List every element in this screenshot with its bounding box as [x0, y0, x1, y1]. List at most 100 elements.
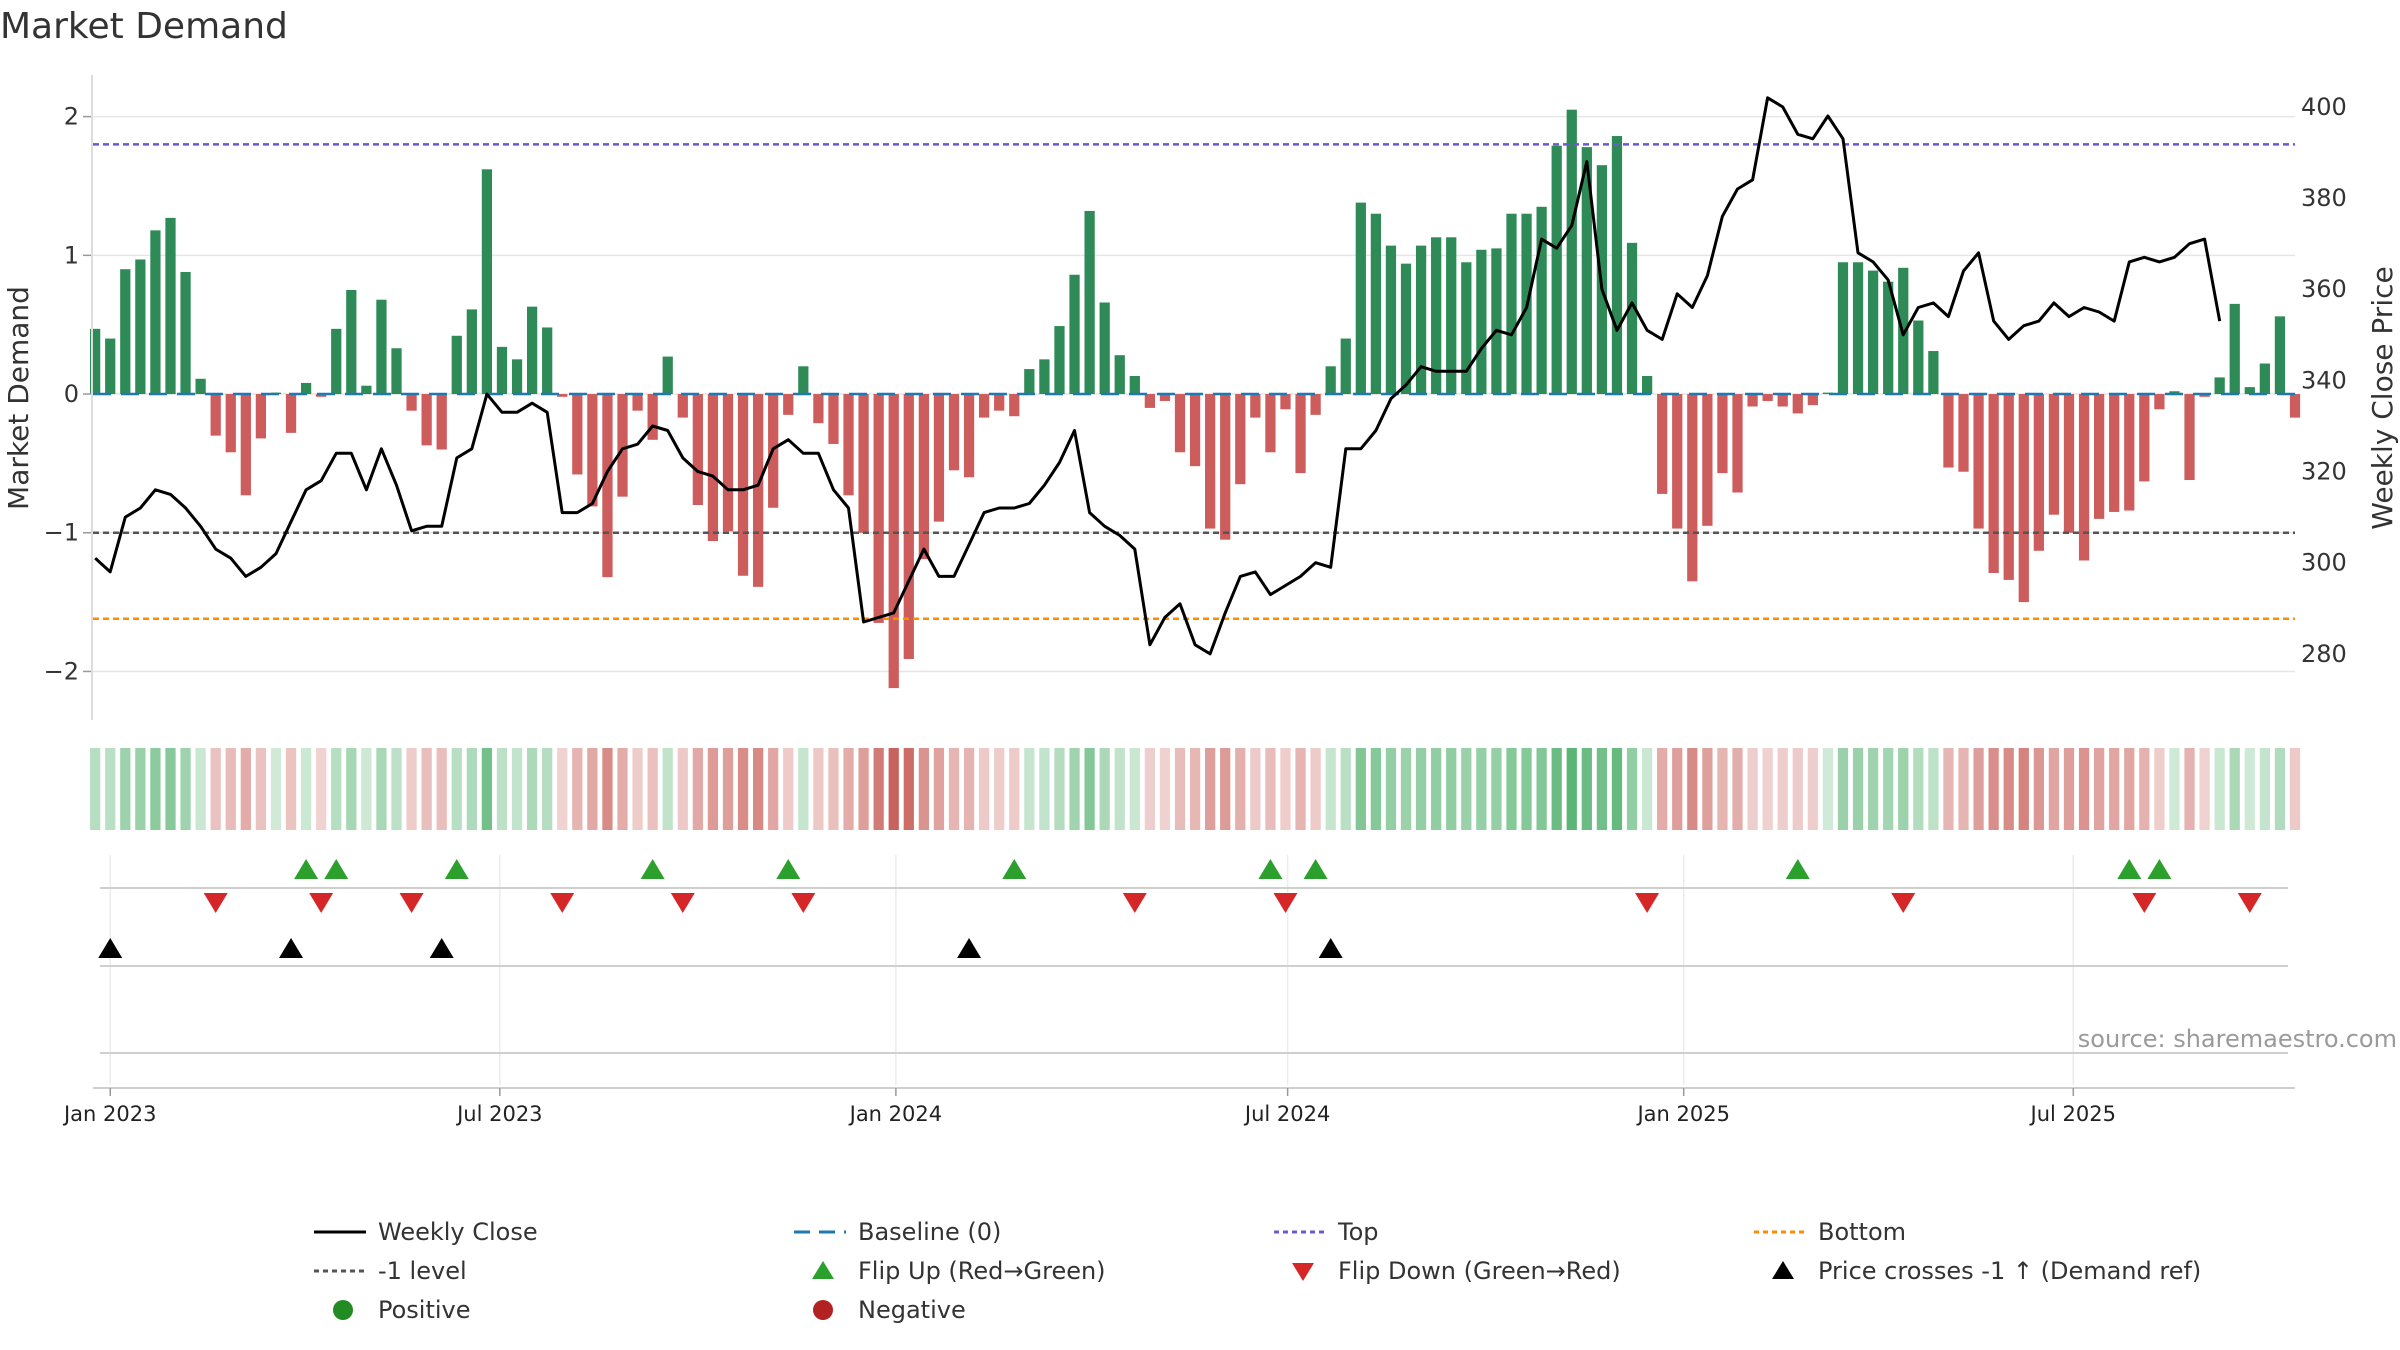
flip-up-marker: [640, 859, 665, 879]
heat-strip-cell: [1009, 748, 1020, 830]
demand-bar: [1340, 338, 1351, 395]
heat-strip-cell: [1461, 748, 1472, 830]
demand-bar: [662, 356, 673, 395]
demand-bar: [1280, 394, 1291, 410]
y-axis-title: Market Demand: [2, 286, 35, 510]
heat-strip-cell: [210, 748, 221, 830]
demand-bar: [361, 385, 372, 395]
heat-strip-cell: [195, 748, 206, 830]
signal-markers: [98, 859, 2262, 958]
demand-bar: [1220, 394, 1231, 540]
y-tick-label: 2: [64, 103, 79, 131]
legend-swatch-weekly-close: [314, 1230, 366, 1234]
heat-strip-cell: [1551, 748, 1562, 830]
heat-strip-cell: [1310, 748, 1321, 830]
y-tick-label: −2: [44, 657, 79, 685]
flip-down-marker: [2132, 893, 2157, 913]
heat-strip-cell: [135, 748, 146, 830]
heat-strip-cell: [391, 748, 402, 830]
heat-strip-cell: [1084, 748, 1095, 830]
source-label: source: sharemaestro.com: [2078, 1025, 2397, 1053]
demand-bar: [707, 394, 719, 542]
heat-strip-cell: [918, 748, 929, 830]
demand-bar: [1114, 355, 1125, 395]
demand-bar: [858, 394, 869, 533]
flip-down-marker: [203, 893, 228, 913]
heat-strip-cell: [1747, 748, 1758, 830]
demand-heat-strip: [90, 748, 2301, 830]
weekly-close-line: [94, 96, 2222, 656]
heat-strip-cell: [752, 748, 764, 830]
heat-strip-cell: [1355, 748, 1366, 830]
heat-strip-cell: [858, 748, 869, 830]
demand-bar: [677, 394, 688, 418]
heat-strip-cell: [451, 748, 462, 830]
demand-bar: [2274, 316, 2286, 395]
heat-strip-cell: [707, 748, 719, 830]
demand-bar: [2139, 394, 2150, 482]
heat-strip-cell: [587, 748, 598, 830]
demand-bar: [496, 346, 508, 395]
weekly-close-series: [94, 96, 2222, 656]
demand-bar: [1461, 262, 1472, 395]
demand-bar: [240, 394, 251, 496]
demand-bar: [1883, 281, 1894, 395]
heat-strip-cell: [2139, 748, 2150, 830]
demand-bar: [1867, 270, 1879, 395]
demand-bar: [632, 394, 643, 411]
flip-up-marker: [1258, 859, 1283, 879]
legend-label: Bottom: [1818, 1218, 1907, 1246]
legend-label: -1 level: [378, 1257, 467, 1285]
legend-label: Top: [1338, 1218, 1379, 1246]
y2-tick-label: 300: [2301, 549, 2347, 577]
heat-strip-cell: [1506, 748, 1517, 830]
legend-swatch-bottom: [1754, 1230, 1806, 1234]
legend-label: Baseline (0): [858, 1218, 1002, 1246]
heat-strip-cell: [225, 748, 236, 830]
heat-strip-cell: [1189, 748, 1201, 830]
demand-bar: [1611, 136, 1623, 395]
flip-down-marker: [550, 893, 575, 913]
y2-tick-label: 280: [2301, 640, 2347, 668]
heat-strip-cell: [1129, 748, 1140, 830]
demand-bar: [557, 394, 568, 397]
heat-strip-cell: [1867, 748, 1879, 830]
heat-strip-cell: [2259, 748, 2270, 830]
heat-strip-cell: [105, 748, 116, 830]
price-cross-marker: [429, 938, 454, 958]
heat-strip-cell: [120, 748, 131, 830]
legend-item-price-cross: Price crosses -1 ↑ (Demand ref): [1740, 1253, 2201, 1289]
y2-tick-label: 400: [2301, 93, 2347, 121]
x-tick-label: Jan 2023: [62, 1102, 157, 1126]
heat-strip-cell: [1973, 748, 1984, 830]
legend-label: Price crosses -1 ↑ (Demand ref): [1818, 1257, 2202, 1285]
x-tick-label: Jul 2024: [1243, 1102, 1330, 1126]
flip-up-marker: [2117, 859, 2142, 879]
heat-strip-cell: [2274, 748, 2286, 830]
demand-bar: [994, 394, 1005, 411]
demand-bar: [948, 394, 960, 471]
legend-item-top: Top: [1260, 1214, 1379, 1250]
demand-bar: [1235, 394, 1246, 485]
heat-strip-cell: [1174, 748, 1186, 830]
demand-bar: [210, 394, 221, 436]
legend-item-flip-down: Flip Down (Green→Red): [1260, 1253, 1621, 1289]
flip-up-marker: [1303, 859, 1328, 879]
demand-bar: [1747, 394, 1758, 407]
demand-bar: [963, 394, 975, 478]
heat-strip-cell: [1822, 748, 1834, 830]
flip-up-icon: [812, 1261, 834, 1279]
demand-bar: [1672, 394, 1683, 529]
demand-bar: [346, 290, 357, 395]
heat-strip-cell: [888, 748, 899, 830]
heat-strip-cell: [1777, 748, 1788, 830]
demand-bar: [2199, 394, 2210, 397]
heat-strip-cell: [346, 748, 357, 830]
heat-strip-cell: [1792, 748, 1803, 830]
demand-bar: [1265, 394, 1276, 453]
heat-strip-cell: [240, 748, 251, 830]
heat-strip-cell: [90, 748, 101, 830]
heat-strip-cell: [436, 748, 447, 830]
flip-down-icon: [1292, 1263, 1314, 1281]
demand-bar: [195, 378, 206, 395]
